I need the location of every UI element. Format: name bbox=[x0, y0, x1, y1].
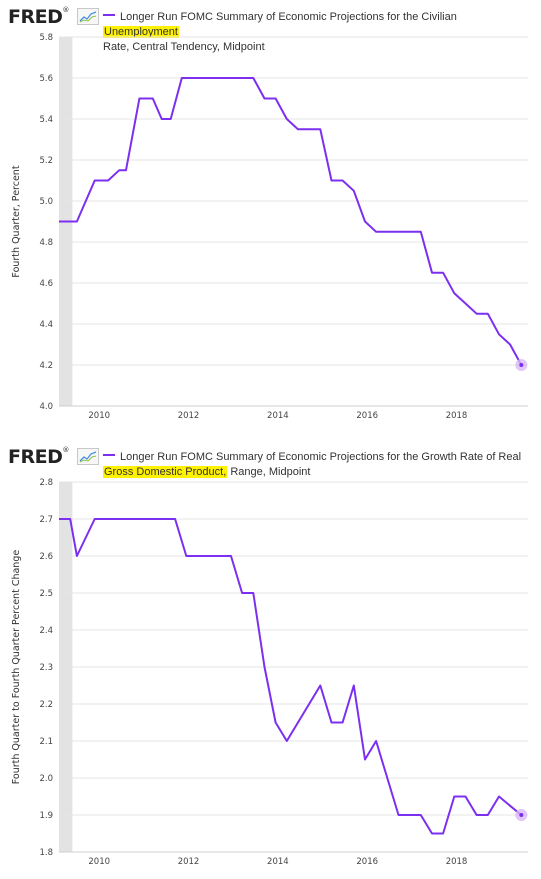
y-tick-label: 2.8 bbox=[39, 478, 53, 488]
chart-legend: Longer Run FOMC Summary of Economic Proj… bbox=[103, 450, 533, 480]
legend-text-after: Range, Midpoint bbox=[230, 466, 311, 478]
x-tick-label: 2010 bbox=[88, 411, 110, 421]
legend-swatch bbox=[103, 14, 115, 17]
legend-highlight: Gross Domestic Product, bbox=[103, 466, 228, 478]
chart-header: FRED® Longer Run FOMC Summary of Economi… bbox=[8, 4, 536, 53]
x-tick-label: 2012 bbox=[178, 411, 200, 421]
y-axis-label: Fourth Quarter to Fourth Quarter Percent… bbox=[11, 550, 22, 785]
y-tick-label: 4.0 bbox=[39, 402, 53, 412]
legend-text-after: Rate, Central Tendency, Midpoint bbox=[103, 41, 265, 53]
y-tick-label: 1.9 bbox=[39, 811, 53, 821]
x-tick-label: 2010 bbox=[88, 857, 110, 867]
legend-text-before: Longer Run FOMC Summary of Economic Proj… bbox=[120, 11, 457, 23]
y-tick-label: 2.3 bbox=[39, 663, 53, 673]
y-tick-label: 2.2 bbox=[39, 700, 53, 710]
legend-swatch bbox=[103, 454, 115, 457]
x-tick-label: 2014 bbox=[267, 411, 289, 421]
y-tick-label: 4.2 bbox=[39, 361, 53, 371]
line-chart-unemployment: 4.0 4.2 4.4 4.6 4.8 5.0 5.2 5.4 5.6 5.8 2010 2012 20… bbox=[11, 33, 528, 421]
y-tick-label: 4.8 bbox=[39, 238, 53, 248]
fred-chart-icon bbox=[77, 8, 99, 25]
last-data-point bbox=[519, 813, 524, 817]
y-tick-label: 2.0 bbox=[39, 774, 53, 784]
fred-chart-icon bbox=[77, 448, 99, 465]
y-tick-label: 2.5 bbox=[39, 589, 53, 599]
series-line bbox=[59, 518, 522, 835]
y-tick-label: 5.2 bbox=[39, 156, 53, 166]
y-tick-label: 2.6 bbox=[39, 552, 53, 562]
x-tick-label: 2018 bbox=[446, 411, 468, 421]
y-tick-label: 5.6 bbox=[39, 74, 53, 84]
y-tick-label: 2.1 bbox=[39, 737, 53, 747]
x-tick-label: 2014 bbox=[267, 857, 289, 867]
line-chart-gdp: 1.8 1.9 2.0 2.1 2.2 2.3 2.4 2.5 2.6 2.7 2.8 2010 201… bbox=[11, 478, 528, 867]
y-tick-label: 2.7 bbox=[39, 515, 53, 525]
y-tick-label: 2.4 bbox=[39, 626, 53, 636]
y-axis-label: Fourth Quarter, Percent bbox=[11, 165, 22, 277]
x-tick-label: 2012 bbox=[178, 857, 200, 867]
chart-legend: Longer Run FOMC Summary of Economic Proj… bbox=[103, 10, 533, 55]
legend-highlight: Unemployment bbox=[103, 26, 179, 38]
legend-text-before: Longer Run FOMC Summary of Economic Proj… bbox=[120, 451, 522, 463]
x-tick-label: 2016 bbox=[356, 411, 378, 421]
y-tick-label: 5.8 bbox=[39, 33, 53, 43]
y-tick-label: 1.8 bbox=[39, 848, 53, 858]
y-tick-label: 4.4 bbox=[39, 320, 53, 330]
fred-logo[interactable]: FRED® bbox=[8, 446, 69, 468]
y-tick-label: 5.4 bbox=[39, 115, 53, 125]
chart-panel-unemployment: FRED® Longer Run FOMC Summary of Economi… bbox=[0, 0, 541, 430]
x-tick-label: 2016 bbox=[356, 857, 378, 867]
chart-panel-gdp: FRED® Longer Run FOMC Summary of Economi… bbox=[0, 440, 541, 879]
last-data-point bbox=[519, 363, 524, 367]
chart-header: FRED® Longer Run FOMC Summary of Economi… bbox=[8, 444, 536, 478]
x-tick-label: 2018 bbox=[446, 857, 468, 867]
series-line bbox=[59, 77, 523, 366]
fred-logo[interactable]: FRED® bbox=[8, 6, 69, 28]
y-tick-label: 4.6 bbox=[39, 279, 53, 289]
y-tick-label: 5.0 bbox=[39, 197, 53, 207]
